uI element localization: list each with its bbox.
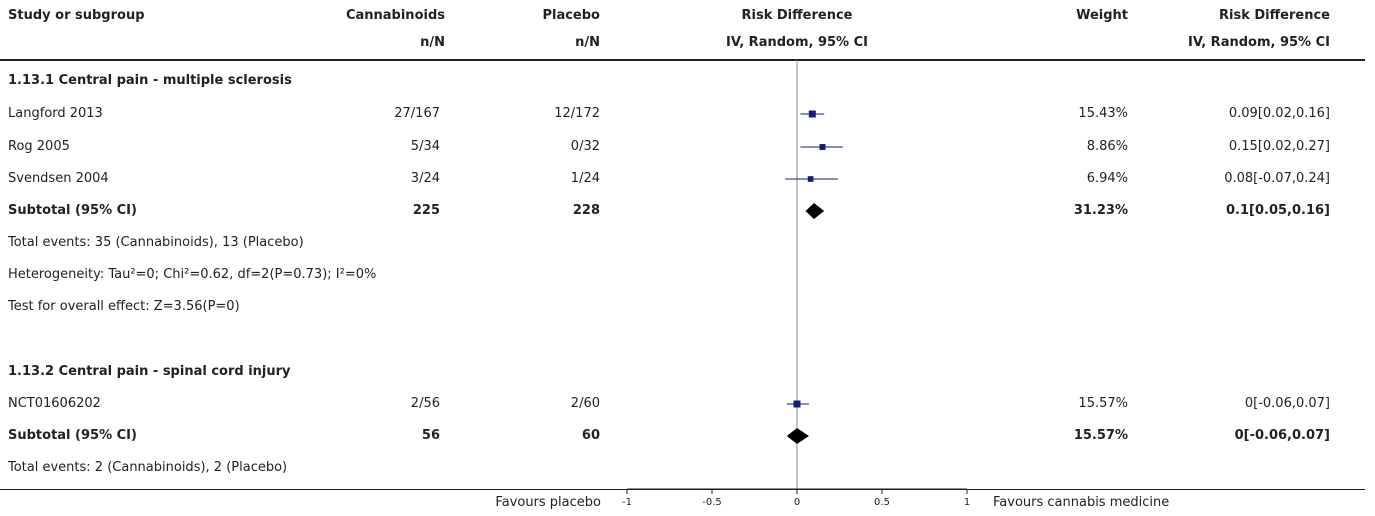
total-events-note: Total events: 2 (Cannabinoids), 2 (Place… — [8, 460, 288, 475]
subtotal-ci: 0[-0.06,0.07] — [1234, 428, 1330, 443]
header-weight: Weight — [1076, 8, 1128, 23]
subtotal-diamond — [805, 203, 825, 219]
study-name: Svendsen 2004 — [8, 171, 109, 186]
group-title: 1.13.2 Central pain - spinal cord injury — [8, 364, 291, 379]
x-axis-tick-label: 1 — [964, 497, 970, 508]
study-point-estimate — [807, 176, 814, 182]
study-weight: 15.57% — [1078, 396, 1128, 411]
subtotal-placebo: 228 — [572, 203, 600, 218]
favours-cannabis-label: Favours cannabis medicine — [993, 495, 1170, 510]
total-events-note: Total events: 35 (Cannabinoids), 13 (Pla… — [8, 235, 304, 250]
study-point-estimate — [819, 143, 826, 151]
study-point-estimate — [808, 110, 816, 118]
subtotal-label: Subtotal (95% CI) — [8, 428, 137, 443]
subtotal-placebo: 60 — [581, 428, 600, 443]
subtotal-label: Subtotal (95% CI) — [8, 203, 137, 218]
overall-effect-note: Test for overall effect: Z=3.56(P=0) — [8, 299, 240, 314]
subtotal-cannabinoids: 225 — [412, 203, 440, 218]
study-weight: 15.43% — [1078, 106, 1128, 121]
study-cannabinoids: 27/167 — [394, 106, 440, 121]
favours-placebo-label: Favours placebo — [495, 495, 601, 510]
x-axis-tick-label: 0 — [794, 497, 800, 508]
study-ci: 0.09[0.02,0.16] — [1228, 106, 1330, 121]
study-placebo: 2/60 — [570, 396, 600, 411]
study-name: Langford 2013 — [8, 106, 103, 121]
header-divider — [0, 59, 1365, 61]
header-risk-difference-2: Risk Difference — [1219, 8, 1330, 23]
subtotal-weight: 31.23% — [1073, 203, 1128, 218]
study-ci: 0.15[0.02,0.27] — [1228, 139, 1330, 154]
subtotal-weight: 15.57% — [1073, 428, 1128, 443]
header-cannabinoids: Cannabinoids — [345, 8, 445, 23]
group-title: 1.13.1 Central pain - multiple sclerosis — [8, 73, 292, 88]
study-name: NCT01606202 — [8, 396, 101, 411]
study-point-estimate — [793, 400, 801, 408]
study-name: Rog 2005 — [8, 139, 70, 154]
header-risk-difference-2-sub: IV, Random, 95% CI — [1188, 35, 1330, 50]
subtotal-ci: 0.1[0.05,0.16] — [1226, 203, 1330, 218]
study-weight: 6.94% — [1086, 171, 1128, 186]
header-placebo-sub: n/N — [575, 35, 600, 50]
header-risk-difference-sub: IV, Random, 95% CI — [726, 35, 868, 50]
study-cannabinoids: 3/24 — [410, 171, 440, 186]
x-axis-tick-label: 0.5 — [874, 497, 890, 508]
header-placebo: Placebo — [542, 8, 600, 23]
header-cannabinoids-sub: n/N — [420, 35, 445, 50]
study-ci: 0.08[-0.07,0.24] — [1224, 171, 1330, 186]
study-placebo: 1/24 — [570, 171, 600, 186]
subtotal-diamond — [786, 428, 809, 444]
study-cannabinoids: 5/34 — [410, 139, 440, 154]
study-cannabinoids: 2/56 — [410, 396, 440, 411]
subtotal-cannabinoids: 56 — [421, 428, 440, 443]
study-placebo: 12/172 — [554, 106, 600, 121]
header-risk-difference: Risk Difference — [741, 8, 853, 23]
heterogeneity-note: Heterogeneity: Tau²=0; Chi²=0.62, df=2(P… — [8, 267, 377, 282]
study-ci: 0[-0.06,0.07] — [1244, 396, 1330, 411]
study-placebo: 0/32 — [570, 139, 600, 154]
study-weight: 8.86% — [1086, 139, 1128, 154]
x-axis-tick-label: -0.5 — [702, 497, 722, 508]
header-study: Study or subgroup — [8, 8, 145, 23]
x-axis-tick-label: -1 — [622, 497, 632, 508]
